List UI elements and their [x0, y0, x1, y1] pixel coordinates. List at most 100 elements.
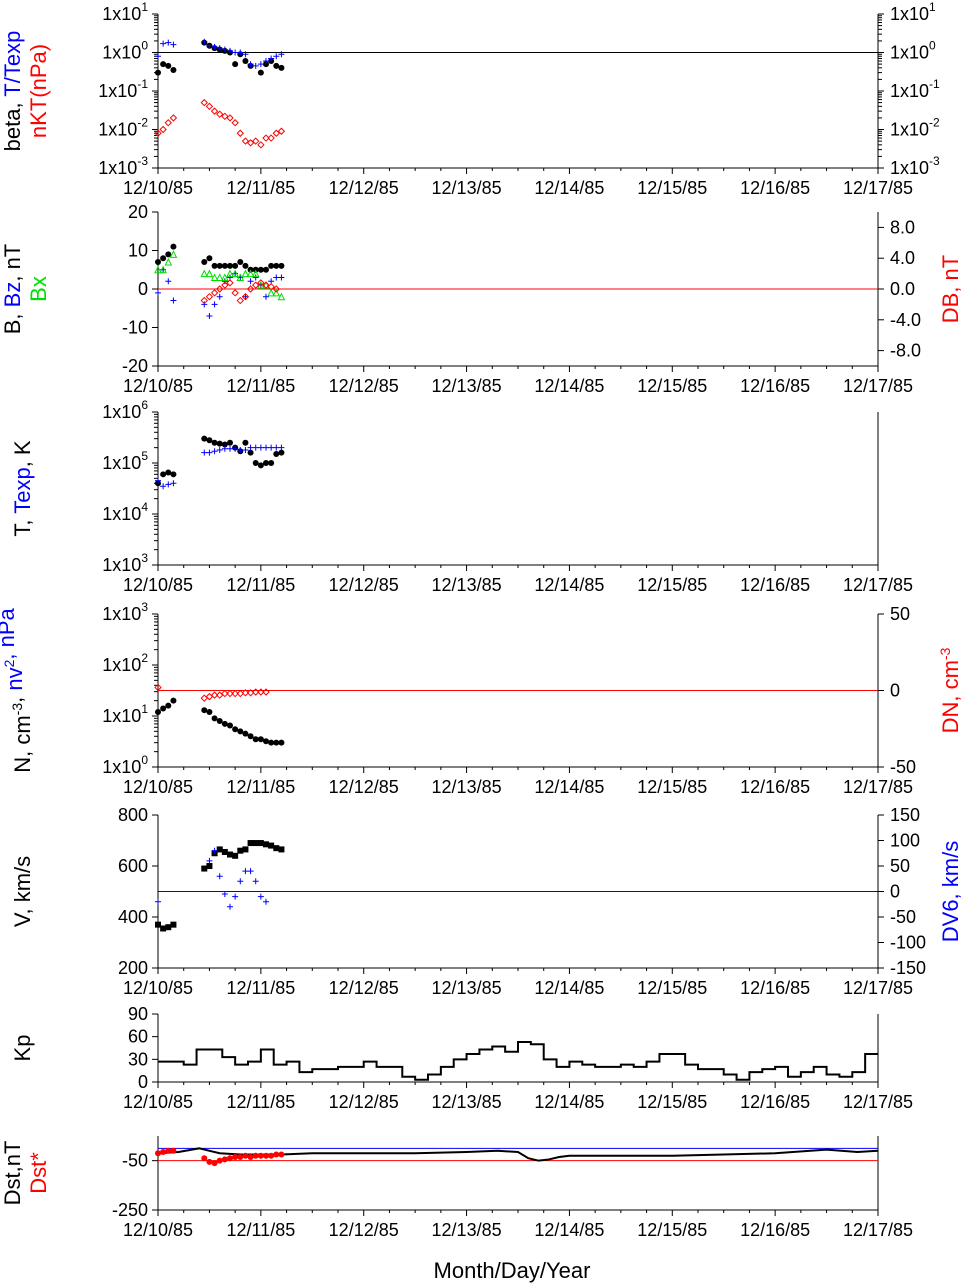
y-tick-label: 0	[138, 1072, 148, 1092]
marker-texp	[155, 477, 161, 484]
marker-dst	[160, 1149, 167, 1156]
marker-n	[268, 739, 275, 746]
x-tick-label: 12/11/85	[226, 777, 295, 797]
marker-texp	[278, 444, 285, 451]
marker-bx	[221, 273, 229, 281]
marker-texp	[165, 481, 172, 488]
x-tick-label: 12/14/85	[534, 376, 604, 396]
x-tick-label: 12/15/85	[637, 978, 707, 998]
marker-db	[200, 296, 208, 305]
marker-b	[268, 262, 275, 269]
marker-v	[227, 851, 233, 858]
marker-beta	[170, 67, 177, 74]
marker-bz	[221, 278, 228, 285]
x-tick-label: 12/11/85	[226, 178, 295, 198]
marker-n	[206, 708, 213, 715]
x-tick-label: 12/15/85	[637, 1220, 707, 1240]
marker-ttexp	[211, 43, 218, 50]
marker-texp	[257, 444, 264, 451]
x-tick-label: 12/13/85	[432, 1220, 502, 1240]
marker-v	[232, 852, 239, 859]
x-tick-label: 12/16/85	[740, 376, 810, 396]
y-tick-label: 1x103	[102, 600, 148, 624]
marker-bx	[251, 269, 260, 278]
x-tick-label: 12/16/85	[740, 178, 810, 198]
marker-dst	[247, 1153, 254, 1160]
right-tick-label: -8.0	[890, 341, 921, 361]
marker-nkt	[267, 134, 275, 142]
marker-b	[211, 262, 218, 269]
marker-dv6	[247, 868, 254, 875]
panel-5: 12/10/85 12/11/85 12/12/85 12/13/85 12/14/85…	[10, 805, 963, 998]
y-tick-label: 800	[118, 805, 148, 825]
marker-dn	[154, 683, 162, 692]
x-tick-label: 12/16/85	[740, 575, 810, 595]
x-tick-label: 12/15/85	[637, 575, 707, 595]
marker-t	[160, 471, 167, 478]
marker-db	[226, 279, 234, 287]
x-tick-label: 12/10/85	[123, 178, 193, 198]
marker-nkt	[164, 119, 172, 127]
marker-nkt	[257, 141, 265, 149]
marker-beta	[232, 61, 239, 68]
marker-beta	[160, 61, 167, 68]
marker-t	[206, 437, 213, 444]
marker-ttexp	[257, 61, 264, 68]
marker-b	[170, 243, 177, 250]
x-tick-label: 12/13/85	[432, 978, 502, 998]
marker-ttexp	[273, 53, 280, 60]
marker-bx	[154, 265, 162, 274]
marker-dv6	[221, 891, 228, 898]
marker-n	[232, 726, 239, 733]
y-tick-label: 1x102	[102, 651, 148, 675]
x-tick-label: 12/16/85	[740, 777, 810, 797]
x-tick-label: 12/16/85	[740, 1220, 810, 1240]
y-tick-label: 1x100	[102, 753, 148, 777]
marker-ttexp	[201, 38, 208, 45]
right-tick-label: -150	[890, 958, 926, 978]
marker-db	[205, 292, 214, 301]
y-tick-label: 10	[128, 241, 148, 261]
marker-beta	[165, 62, 172, 69]
marker-dv6	[263, 898, 269, 905]
marker-b	[221, 262, 228, 269]
marker-dst	[201, 1155, 208, 1162]
marker-dv6	[257, 893, 264, 900]
y-tick-label: -50	[122, 1151, 148, 1171]
marker-v	[216, 846, 223, 853]
x-tick-label: 12/15/85	[637, 178, 707, 198]
marker-n	[273, 739, 280, 746]
marker-dv6	[216, 873, 223, 880]
marker-bx	[267, 288, 275, 297]
marker-b	[237, 259, 244, 266]
marker-nkt	[205, 102, 214, 111]
marker-bz	[247, 278, 254, 285]
right-tick-label: 1x10-2	[890, 116, 940, 140]
marker-beta	[278, 64, 285, 71]
marker-n	[227, 722, 233, 729]
marker-texp	[216, 446, 223, 453]
marker-n	[201, 707, 208, 714]
series-line-kp	[158, 1040, 878, 1081]
marker-dst	[232, 1153, 239, 1160]
y-axis-label: Dst,nT	[0, 1141, 25, 1206]
marker-bz	[278, 274, 285, 281]
x-tick-label: 12/10/85	[123, 978, 193, 998]
x-tick-label: 12/14/85	[534, 1220, 604, 1240]
marker-ttexp	[237, 49, 244, 56]
marker-bx	[236, 273, 245, 281]
marker-bx	[277, 292, 286, 301]
marker-ttexp	[165, 39, 172, 46]
x-tick-label: 12/17/85	[843, 575, 913, 595]
marker-b	[257, 266, 264, 273]
marker-n	[247, 733, 254, 740]
marker-beta	[273, 62, 280, 69]
marker-dn	[231, 689, 239, 698]
marker-dv6	[252, 878, 259, 885]
y-tick-label: 400	[118, 907, 148, 927]
marker-v	[237, 847, 244, 854]
x-tick-label: 12/13/85	[432, 178, 502, 198]
marker-nkt	[169, 114, 178, 122]
y-tick-label: 1x101	[102, 702, 148, 726]
marker-dv6	[155, 898, 161, 905]
